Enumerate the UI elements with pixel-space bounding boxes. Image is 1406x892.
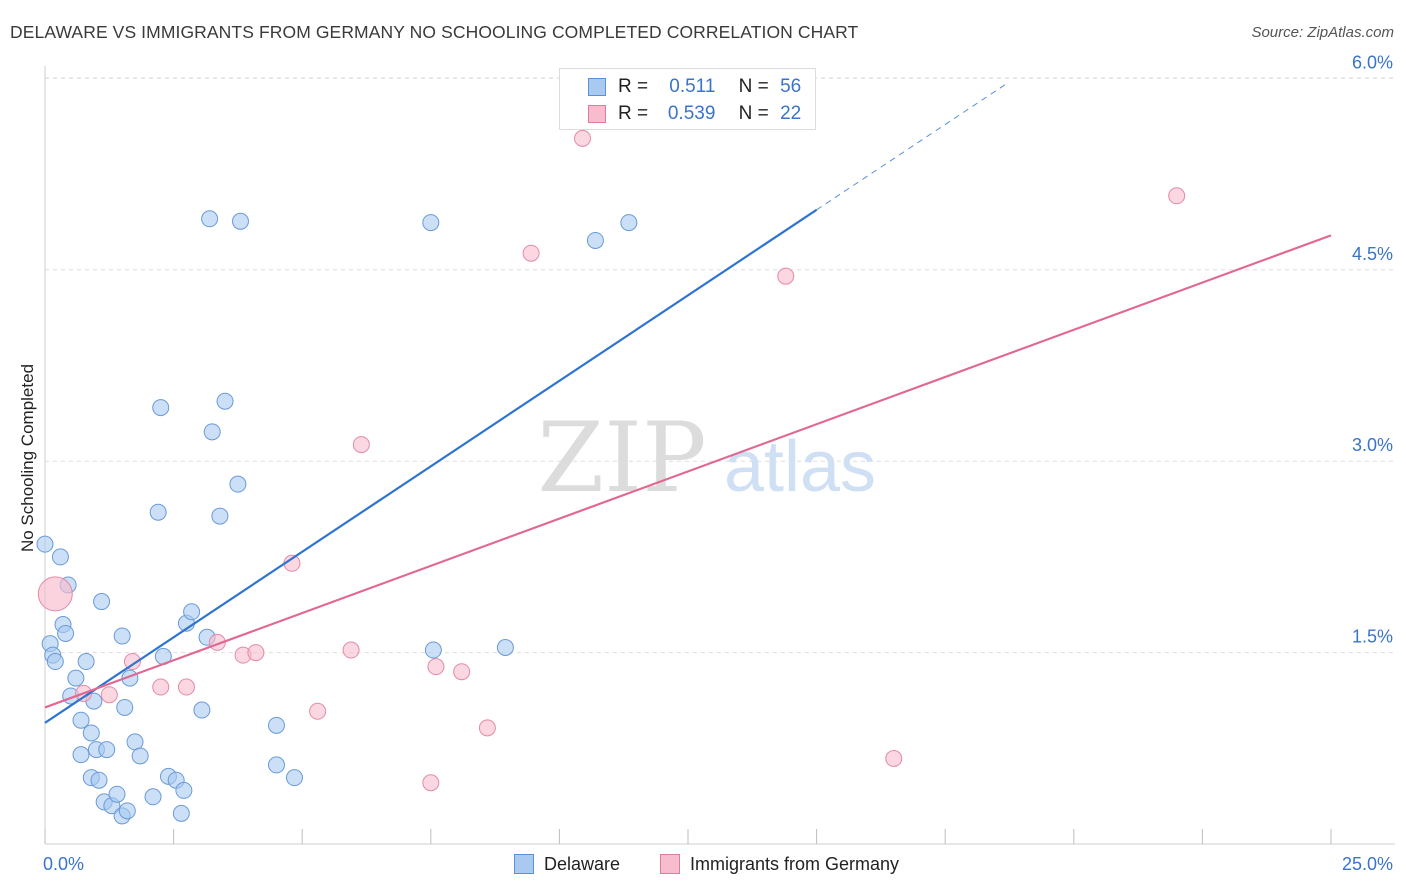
delaware-point bbox=[118, 802, 136, 820]
legend-swatch-germany bbox=[588, 105, 606, 123]
watermark-atlas: atlas bbox=[724, 427, 876, 507]
germany-trend-line bbox=[44, 234, 1332, 709]
trend-lines bbox=[44, 83, 1332, 724]
delaware-point bbox=[422, 214, 440, 232]
delaware-point bbox=[82, 724, 100, 742]
delaware-point bbox=[201, 210, 219, 228]
germany-point bbox=[522, 244, 540, 262]
y-tick-label: 4.5% bbox=[1352, 244, 1393, 264]
delaware-point bbox=[586, 231, 604, 249]
delaware-trend-extension bbox=[816, 83, 1008, 211]
delaware-point bbox=[108, 785, 126, 803]
bottom-legend-swatch-germany bbox=[660, 854, 680, 874]
series-delaware-points bbox=[36, 210, 638, 825]
legend-r-value-delaware: 0.511 bbox=[669, 76, 716, 97]
delaware-point bbox=[203, 423, 221, 441]
delaware-point bbox=[211, 507, 229, 525]
delaware-point bbox=[57, 624, 75, 642]
y-tick-label: 1.5% bbox=[1352, 627, 1393, 647]
germany-point bbox=[453, 663, 471, 681]
legend-n-label: N = bbox=[738, 76, 769, 97]
bottom-legend-swatch-delaware bbox=[514, 854, 534, 874]
germany-point bbox=[777, 267, 795, 285]
delaware-point bbox=[46, 653, 64, 671]
germany-point bbox=[247, 644, 265, 662]
legend-r-value-germany: 0.539 bbox=[667, 103, 716, 124]
bottom-legend-label-germany: Immigrants from Germany bbox=[690, 853, 900, 874]
delaware-point bbox=[229, 475, 247, 493]
axes bbox=[44, 66, 1395, 845]
delaware-point bbox=[172, 804, 190, 822]
source-label: Source: ZipAtlas.com bbox=[1251, 24, 1394, 41]
x-tick-label: 0.0% bbox=[43, 854, 84, 874]
delaware-point bbox=[285, 769, 303, 787]
delaware-point bbox=[152, 399, 170, 417]
x-tick-labels: 0.0% 25.0% bbox=[43, 854, 1393, 874]
delaware-point bbox=[496, 638, 514, 656]
germany-point bbox=[574, 129, 592, 147]
legend-swatch-delaware bbox=[588, 78, 606, 96]
legend-n-label: N = bbox=[738, 103, 769, 124]
germany-point bbox=[478, 719, 496, 737]
legend-r-label: R = bbox=[618, 103, 649, 124]
delaware-point bbox=[267, 756, 285, 774]
series-germany-points bbox=[37, 129, 1186, 792]
delaware-point bbox=[267, 716, 285, 734]
delaware-point bbox=[149, 503, 167, 521]
watermark: ZIP atlas bbox=[537, 402, 876, 514]
grid bbox=[45, 77, 1395, 654]
delaware-point bbox=[193, 701, 211, 719]
germany-point bbox=[422, 774, 440, 792]
germany-point bbox=[885, 750, 903, 768]
delaware-point bbox=[116, 698, 134, 716]
legend-n-value-delaware: 56 bbox=[780, 76, 802, 97]
germany-point bbox=[1168, 187, 1186, 205]
delaware-point bbox=[36, 535, 54, 553]
delaware-point bbox=[131, 747, 149, 765]
delaware-point bbox=[231, 212, 249, 230]
bottom-legend-label-delaware: Delaware bbox=[544, 853, 621, 874]
delaware-point bbox=[620, 214, 638, 232]
legend-r-label: R = bbox=[618, 76, 649, 97]
germany-point bbox=[123, 653, 141, 671]
delaware-point bbox=[216, 392, 234, 410]
delaware-point bbox=[144, 788, 162, 806]
y-tick-labels: 1.5% 3.0% 4.5% 6.0% bbox=[1352, 52, 1393, 646]
germany-point bbox=[309, 702, 327, 720]
delaware-point bbox=[72, 746, 90, 764]
chart-title: DELAWARE VS IMMIGRANTS FROM GERMANY NO S… bbox=[10, 22, 859, 42]
delaware-point bbox=[113, 627, 131, 645]
y-tick-label: 6.0% bbox=[1352, 52, 1393, 72]
germany-point bbox=[100, 686, 118, 704]
delaware-point bbox=[72, 711, 90, 729]
delaware-trend-line bbox=[44, 208, 818, 724]
germany-point bbox=[352, 436, 370, 454]
delaware-point bbox=[90, 771, 108, 789]
bottom-legend-germany: Immigrants from Germany bbox=[660, 852, 899, 876]
delaware-point bbox=[98, 741, 116, 759]
legend-n-value-germany: 22 bbox=[780, 103, 802, 124]
delaware-point bbox=[67, 669, 85, 687]
germany-point bbox=[342, 641, 360, 659]
bottom-legend-delaware: Delaware bbox=[514, 852, 620, 876]
correlation-legend: R = 0.511 N = 56 R = 0.539 N = 22 bbox=[559, 68, 816, 130]
x-tick-label: 25.0% bbox=[1342, 854, 1393, 874]
delaware-point bbox=[93, 593, 111, 611]
delaware-point bbox=[183, 603, 201, 621]
watermark-zip: ZIP bbox=[537, 402, 706, 514]
germany-point bbox=[427, 658, 445, 676]
germany-point bbox=[152, 678, 170, 696]
germany-point bbox=[177, 678, 195, 696]
delaware-point bbox=[77, 653, 95, 671]
delaware-point bbox=[51, 548, 69, 566]
delaware-point bbox=[424, 641, 442, 659]
delaware-point bbox=[175, 781, 193, 799]
y-tick-label: 3.0% bbox=[1352, 435, 1393, 455]
germany-point bbox=[37, 576, 73, 612]
